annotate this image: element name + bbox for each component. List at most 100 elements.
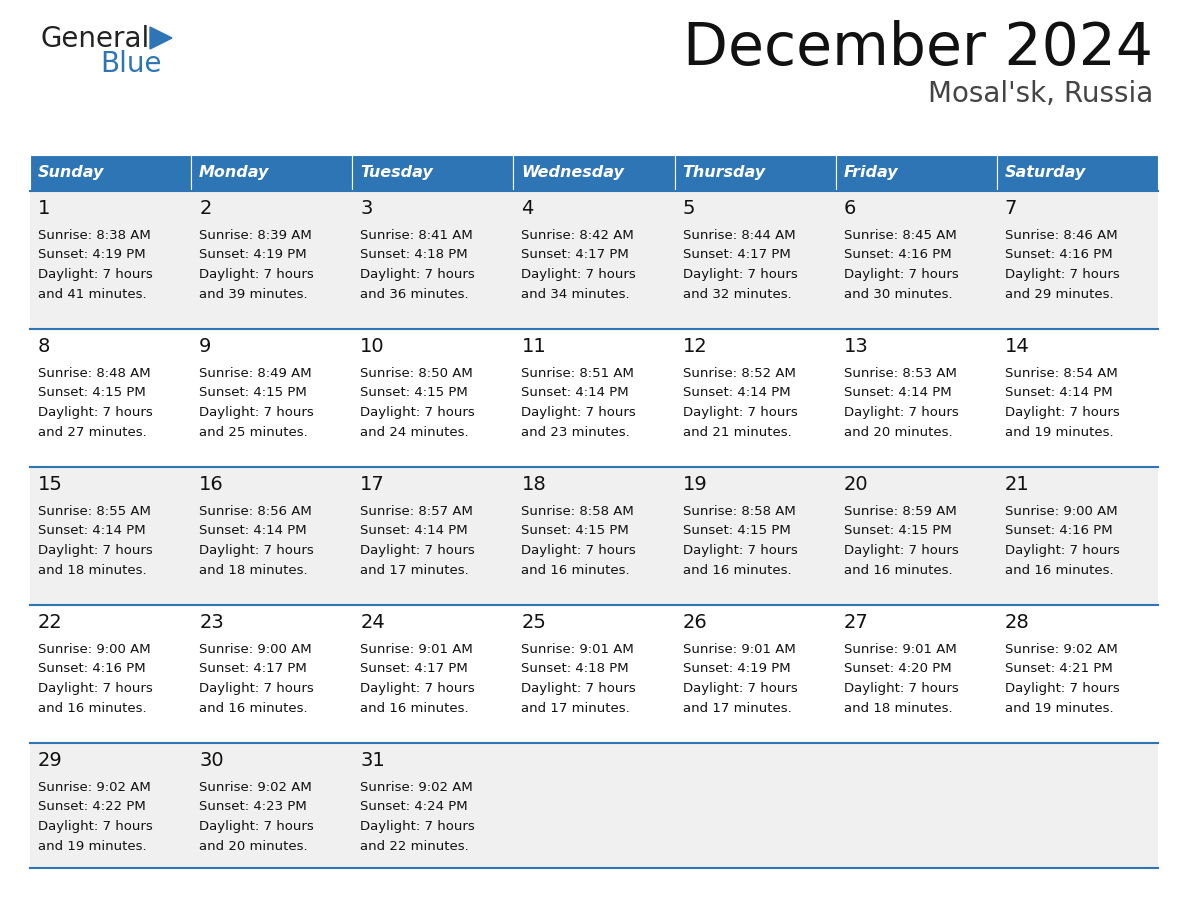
Text: Friday: Friday — [843, 165, 898, 181]
Text: and 16 minutes.: and 16 minutes. — [683, 564, 791, 577]
Text: Sunset: 4:14 PM: Sunset: 4:14 PM — [200, 524, 307, 538]
Text: Daylight: 7 hours: Daylight: 7 hours — [683, 406, 797, 419]
Text: Daylight: 7 hours: Daylight: 7 hours — [843, 544, 959, 557]
Text: Daylight: 7 hours: Daylight: 7 hours — [360, 820, 475, 833]
Text: and 19 minutes.: and 19 minutes. — [1005, 701, 1113, 714]
Text: Sunrise: 8:38 AM: Sunrise: 8:38 AM — [38, 229, 151, 242]
Text: Daylight: 7 hours: Daylight: 7 hours — [200, 544, 314, 557]
Text: Sunrise: 9:00 AM: Sunrise: 9:00 AM — [38, 643, 151, 656]
Text: Daylight: 7 hours: Daylight: 7 hours — [38, 268, 153, 281]
Text: and 27 minutes.: and 27 minutes. — [38, 426, 147, 439]
Text: Sunrise: 8:58 AM: Sunrise: 8:58 AM — [683, 505, 795, 518]
Text: 9: 9 — [200, 337, 211, 356]
Text: Sunrise: 9:02 AM: Sunrise: 9:02 AM — [1005, 643, 1118, 656]
Text: Sunset: 4:14 PM: Sunset: 4:14 PM — [1005, 386, 1112, 399]
Text: 27: 27 — [843, 613, 868, 632]
Text: and 18 minutes.: and 18 minutes. — [200, 564, 308, 577]
Text: 5: 5 — [683, 199, 695, 218]
Text: Sunset: 4:16 PM: Sunset: 4:16 PM — [1005, 249, 1112, 262]
Text: 19: 19 — [683, 475, 707, 494]
Text: 2: 2 — [200, 199, 211, 218]
Text: and 41 minutes.: and 41 minutes. — [38, 287, 146, 300]
Text: Daylight: 7 hours: Daylight: 7 hours — [522, 268, 637, 281]
Text: and 36 minutes.: and 36 minutes. — [360, 287, 469, 300]
Text: Daylight: 7 hours: Daylight: 7 hours — [522, 682, 637, 695]
Text: 17: 17 — [360, 475, 385, 494]
Text: and 18 minutes.: and 18 minutes. — [38, 564, 146, 577]
Text: Sunset: 4:14 PM: Sunset: 4:14 PM — [522, 386, 630, 399]
Text: Sunset: 4:18 PM: Sunset: 4:18 PM — [522, 663, 630, 676]
Text: 24: 24 — [360, 613, 385, 632]
Text: Saturday: Saturday — [1005, 165, 1086, 181]
Text: and 29 minutes.: and 29 minutes. — [1005, 287, 1113, 300]
Text: Mosal'sk, Russia: Mosal'sk, Russia — [928, 80, 1154, 108]
Text: Daylight: 7 hours: Daylight: 7 hours — [38, 544, 153, 557]
Text: Sunrise: 9:00 AM: Sunrise: 9:00 AM — [200, 643, 311, 656]
Text: Daylight: 7 hours: Daylight: 7 hours — [38, 820, 153, 833]
Bar — [353, 155, 513, 191]
Text: Sunrise: 8:57 AM: Sunrise: 8:57 AM — [360, 505, 473, 518]
Text: Sunrise: 9:02 AM: Sunrise: 9:02 AM — [38, 781, 151, 794]
Text: Sunset: 4:15 PM: Sunset: 4:15 PM — [360, 386, 468, 399]
Text: and 18 minutes.: and 18 minutes. — [843, 701, 953, 714]
Text: 8: 8 — [38, 337, 50, 356]
Text: Sunrise: 8:39 AM: Sunrise: 8:39 AM — [200, 229, 312, 242]
Text: and 16 minutes.: and 16 minutes. — [522, 564, 630, 577]
Text: Thursday: Thursday — [683, 165, 766, 181]
Text: and 32 minutes.: and 32 minutes. — [683, 287, 791, 300]
Text: Sunset: 4:21 PM: Sunset: 4:21 PM — [1005, 663, 1113, 676]
Text: and 16 minutes.: and 16 minutes. — [38, 701, 146, 714]
Text: 23: 23 — [200, 613, 223, 632]
Bar — [30, 191, 1158, 329]
Text: Sunset: 4:23 PM: Sunset: 4:23 PM — [200, 800, 307, 813]
Text: Daylight: 7 hours: Daylight: 7 hours — [360, 406, 475, 419]
Text: and 39 minutes.: and 39 minutes. — [200, 287, 308, 300]
Text: Sunset: 4:14 PM: Sunset: 4:14 PM — [360, 524, 468, 538]
Text: 13: 13 — [843, 337, 868, 356]
Bar — [191, 155, 353, 191]
Text: and 17 minutes.: and 17 minutes. — [360, 564, 469, 577]
Text: Sunrise: 9:00 AM: Sunrise: 9:00 AM — [1005, 505, 1118, 518]
Text: Wednesday: Wednesday — [522, 165, 625, 181]
Text: Sunset: 4:17 PM: Sunset: 4:17 PM — [200, 663, 307, 676]
Bar — [513, 155, 675, 191]
Text: Sunrise: 8:48 AM: Sunrise: 8:48 AM — [38, 367, 151, 380]
Text: Sunset: 4:15 PM: Sunset: 4:15 PM — [683, 524, 790, 538]
Text: 6: 6 — [843, 199, 857, 218]
Text: 7: 7 — [1005, 199, 1017, 218]
Text: Monday: Monday — [200, 165, 270, 181]
Text: Sunrise: 9:02 AM: Sunrise: 9:02 AM — [200, 781, 312, 794]
Text: Sunset: 4:16 PM: Sunset: 4:16 PM — [38, 663, 146, 676]
Text: 18: 18 — [522, 475, 546, 494]
Text: 14: 14 — [1005, 337, 1030, 356]
Text: 1: 1 — [38, 199, 50, 218]
Text: Sunrise: 9:01 AM: Sunrise: 9:01 AM — [522, 643, 634, 656]
Text: Sunset: 4:22 PM: Sunset: 4:22 PM — [38, 800, 146, 813]
Text: and 22 minutes.: and 22 minutes. — [360, 839, 469, 853]
Text: Sunset: 4:19 PM: Sunset: 4:19 PM — [683, 663, 790, 676]
Text: 4: 4 — [522, 199, 533, 218]
Text: 29: 29 — [38, 751, 63, 770]
Text: Sunrise: 8:51 AM: Sunrise: 8:51 AM — [522, 367, 634, 380]
Text: Daylight: 7 hours: Daylight: 7 hours — [1005, 406, 1119, 419]
Text: and 20 minutes.: and 20 minutes. — [200, 839, 308, 853]
Text: Daylight: 7 hours: Daylight: 7 hours — [38, 682, 153, 695]
Text: Daylight: 7 hours: Daylight: 7 hours — [200, 406, 314, 419]
Text: and 16 minutes.: and 16 minutes. — [1005, 564, 1113, 577]
Text: and 30 minutes.: and 30 minutes. — [843, 287, 953, 300]
Text: and 34 minutes.: and 34 minutes. — [522, 287, 630, 300]
Text: Sunday: Sunday — [38, 165, 105, 181]
Text: Sunset: 4:17 PM: Sunset: 4:17 PM — [522, 249, 630, 262]
Text: and 17 minutes.: and 17 minutes. — [683, 701, 791, 714]
Text: Tuesday: Tuesday — [360, 165, 434, 181]
Text: Sunset: 4:24 PM: Sunset: 4:24 PM — [360, 800, 468, 813]
Text: 10: 10 — [360, 337, 385, 356]
Text: Sunrise: 8:46 AM: Sunrise: 8:46 AM — [1005, 229, 1118, 242]
Text: Sunrise: 8:59 AM: Sunrise: 8:59 AM — [843, 505, 956, 518]
Text: Daylight: 7 hours: Daylight: 7 hours — [1005, 682, 1119, 695]
Text: Sunrise: 9:01 AM: Sunrise: 9:01 AM — [843, 643, 956, 656]
Text: 31: 31 — [360, 751, 385, 770]
Text: 15: 15 — [38, 475, 63, 494]
Text: and 16 minutes.: and 16 minutes. — [360, 701, 469, 714]
Text: Daylight: 7 hours: Daylight: 7 hours — [843, 406, 959, 419]
